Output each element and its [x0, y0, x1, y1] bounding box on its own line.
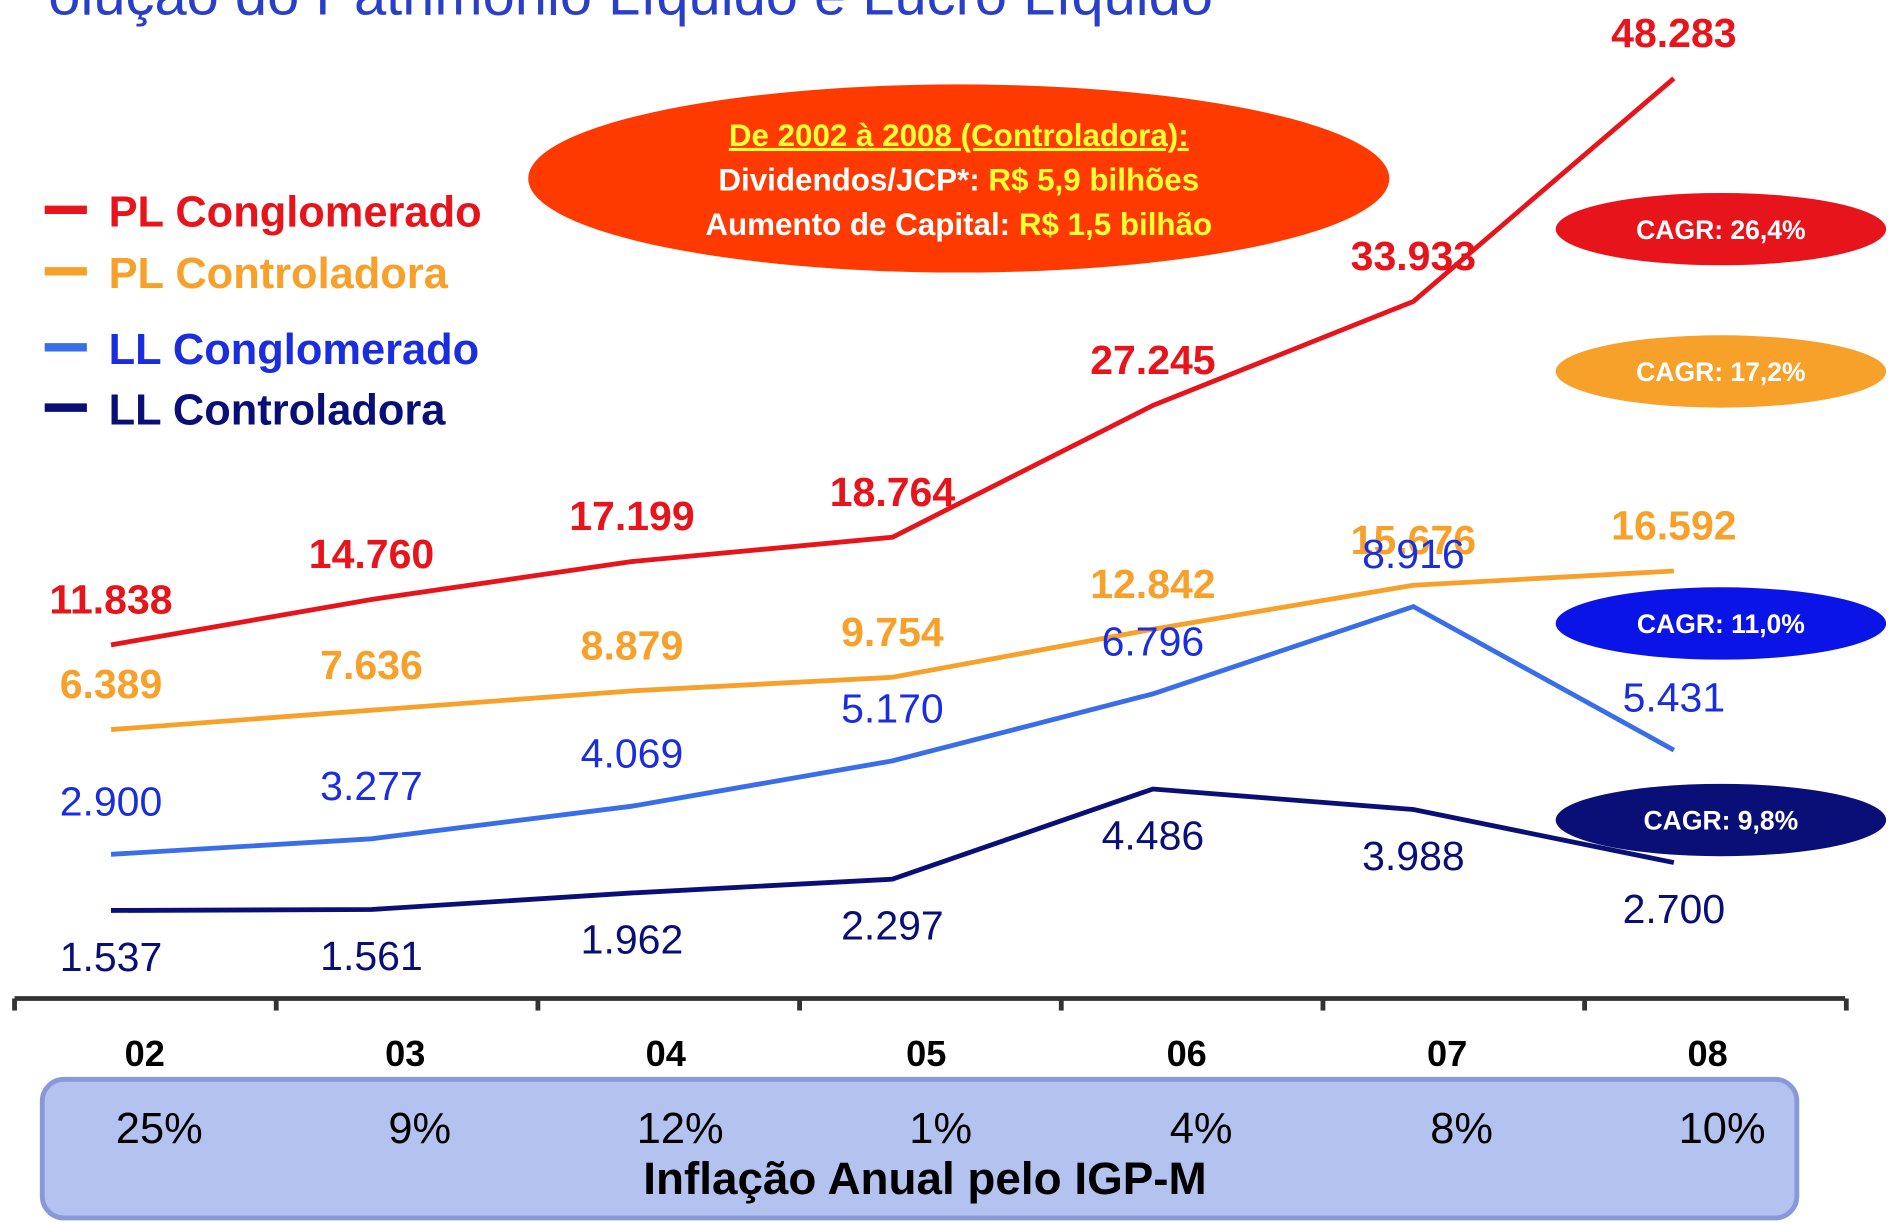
value-label: 3.988	[1362, 833, 1465, 879]
value-label: 27.245	[1090, 337, 1215, 383]
x-tick-label: 05	[906, 1033, 946, 1074]
chart: olução do Patrimônio Líquido e Lucro Líq…	[0, 0, 1891, 1224]
inflation-value: 25%	[116, 1105, 203, 1153]
cagr-label: CAGR: 9,8%	[1644, 806, 1799, 836]
inflation-value: 12%	[637, 1105, 724, 1153]
legend-label: PL Conglomerado	[109, 189, 482, 237]
callout-heading: De 2002 à 2008 (Controladora):	[729, 118, 1189, 153]
value-label: 11.838	[49, 577, 172, 623]
inflation-value: 10%	[1679, 1105, 1766, 1153]
inflation-value: 8%	[1430, 1105, 1493, 1153]
legend-label: LL Conglomerado	[109, 326, 480, 374]
cagr-label: CAGR: 26,4%	[1636, 215, 1805, 245]
value-label: 4.486	[1102, 812, 1205, 858]
value-label: 18.764	[830, 469, 956, 515]
value-label: 8.916	[1362, 531, 1465, 577]
cagr-label: CAGR: 11,0%	[1637, 609, 1805, 639]
value-label: 1.537	[60, 934, 163, 980]
value-label: 5.170	[841, 685, 944, 731]
cagr-label: CAGR: 17,2%	[1636, 357, 1805, 387]
value-label: 7.636	[320, 642, 423, 688]
x-tick-label: 06	[1167, 1033, 1207, 1074]
x-tick-label: 08	[1688, 1033, 1728, 1074]
value-label: 12.842	[1090, 561, 1215, 607]
x-tick-label: 07	[1427, 1033, 1467, 1074]
value-label: 8.879	[581, 623, 684, 669]
value-label: 14.760	[309, 531, 434, 577]
value-label: 33.933	[1351, 233, 1476, 279]
value-label: 1.962	[581, 916, 684, 962]
value-label: 2.900	[60, 779, 163, 825]
legend-label: PL Controladora	[109, 250, 449, 298]
value-label: 2.700	[1623, 886, 1726, 932]
page-title: olução do Patrimônio Líquido e Lucro Líq…	[48, 0, 1213, 27]
callout-value: R$ 5,9 bilhões	[988, 163, 1199, 198]
callout-label: Dividendos/JCP*:	[718, 163, 979, 198]
value-label: 6.389	[60, 661, 163, 707]
value-label: 16.592	[1611, 503, 1736, 549]
value-label: 1.561	[320, 933, 423, 979]
legend-label: LL Controladora	[109, 386, 447, 434]
inflation-value: 9%	[388, 1105, 451, 1153]
value-label: 5.431	[1623, 675, 1726, 721]
value-label: 17.199	[569, 493, 694, 539]
value-label: 48.283	[1611, 10, 1736, 56]
callout-value: R$ 1,5 bilhão	[1019, 207, 1212, 242]
value-label: 2.297	[841, 902, 944, 948]
inflation-title: Inflação Anual pelo IGP-M	[643, 1153, 1206, 1204]
inflation-value: 1%	[909, 1105, 972, 1153]
x-tick-label: 02	[125, 1033, 165, 1074]
callout-line: Dividendos/JCP*: R$ 5,9 bilhões	[718, 163, 1199, 198]
value-label: 6.796	[1102, 618, 1205, 664]
inflation-value: 4%	[1170, 1105, 1233, 1153]
value-label: 9.754	[841, 609, 944, 655]
value-label: 4.069	[581, 731, 684, 777]
callout-label: Aumento de Capital:	[705, 207, 1010, 242]
value-label: 3.277	[320, 763, 423, 809]
callout-line: Aumento de Capital: R$ 1,5 bilhão	[705, 207, 1212, 242]
x-tick-label: 03	[385, 1033, 425, 1074]
x-tick-label: 04	[646, 1033, 686, 1074]
